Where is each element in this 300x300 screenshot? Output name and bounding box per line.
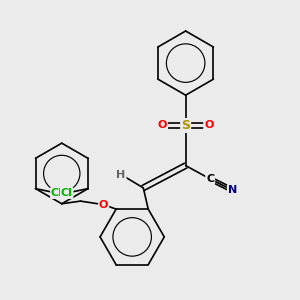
Text: H: H	[116, 169, 126, 179]
Text: O: O	[204, 121, 214, 130]
Text: Cl: Cl	[51, 188, 63, 198]
Text: Cl: Cl	[61, 188, 73, 198]
Text: S: S	[181, 119, 190, 132]
Text: O: O	[158, 121, 167, 130]
Text: C: C	[206, 174, 214, 184]
Text: N: N	[228, 185, 237, 195]
Text: O: O	[99, 200, 108, 210]
